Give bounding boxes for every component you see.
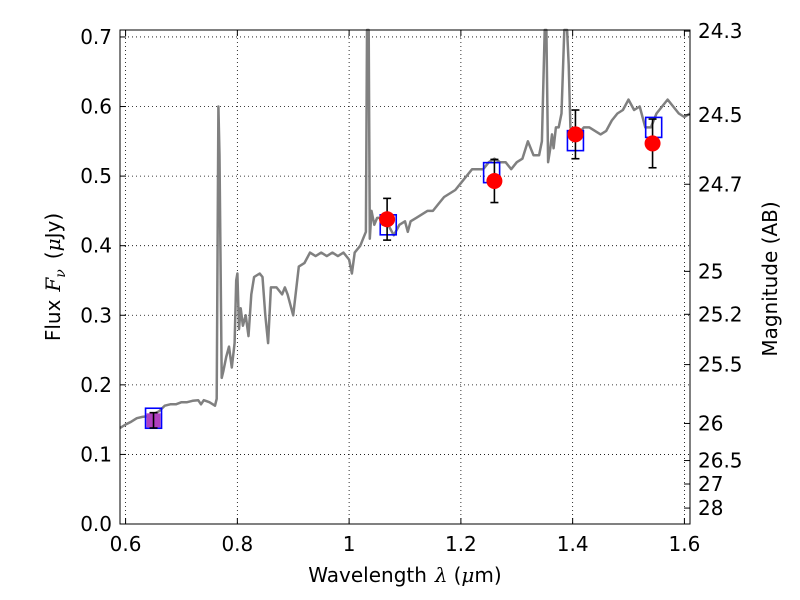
y-tick-label: 0.4 [80, 234, 112, 258]
observed-series [149, 109, 661, 429]
x-tick-label: 0.8 [221, 532, 253, 556]
x-tick-label: 1.6 [669, 532, 701, 556]
observed-marker [567, 126, 584, 143]
y-tick-label: 0.5 [80, 164, 112, 188]
magnitude-tick-label: 26 [698, 411, 723, 435]
y-tick-label: 0.6 [80, 95, 112, 119]
magnitude-tick-label: 28 [698, 496, 723, 520]
y-axis-ticks: 0.0 0.1 0.2 0.3 0.4 0.5 0.6 0.7 [80, 25, 126, 536]
y-tick-label: 0.0 [80, 512, 112, 536]
x-tick-label: 0.6 [110, 532, 142, 556]
magnitude-tick-label: 27 [698, 472, 723, 496]
y-tick-label: 0.3 [80, 303, 112, 327]
plot-frame [119, 29, 691, 525]
magnitude-tick-label: 24.7 [698, 172, 743, 196]
x-axis-ticks: 0.6 0.8 1 1.2 1.4 1.6 [110, 30, 701, 556]
x-tick-label: 1.2 [445, 532, 477, 556]
observed-marker [486, 172, 503, 189]
magnitude-tick-label: 25.5 [698, 353, 743, 377]
y-tick-label: 0.7 [80, 25, 112, 49]
magnitude-tick-label: 26.5 [698, 449, 743, 473]
magnitude-tick-label: 24.3 [698, 19, 743, 43]
y-axis-label: FluxFν(μJy) [41, 213, 69, 341]
magnitude-axis-label: Magnitude (AB) [758, 201, 782, 356]
y-tick-label: 0.2 [80, 373, 112, 397]
x-axis-label: Wavelength λ (μm) [308, 563, 501, 587]
observed-marker [644, 135, 661, 152]
x-tick-label: 1 [343, 532, 356, 556]
y-tick-label: 0.1 [80, 442, 112, 466]
magnitude-tick-label: 24.5 [698, 103, 743, 127]
spectrum-line [119, 28, 691, 430]
observed-marker [379, 211, 396, 228]
magnitude-tick-label: 25 [698, 259, 723, 283]
x-tick-label: 1.4 [557, 532, 589, 556]
magnitude-tick-label: 25.2 [698, 302, 743, 326]
spectrum-series [119, 28, 691, 430]
